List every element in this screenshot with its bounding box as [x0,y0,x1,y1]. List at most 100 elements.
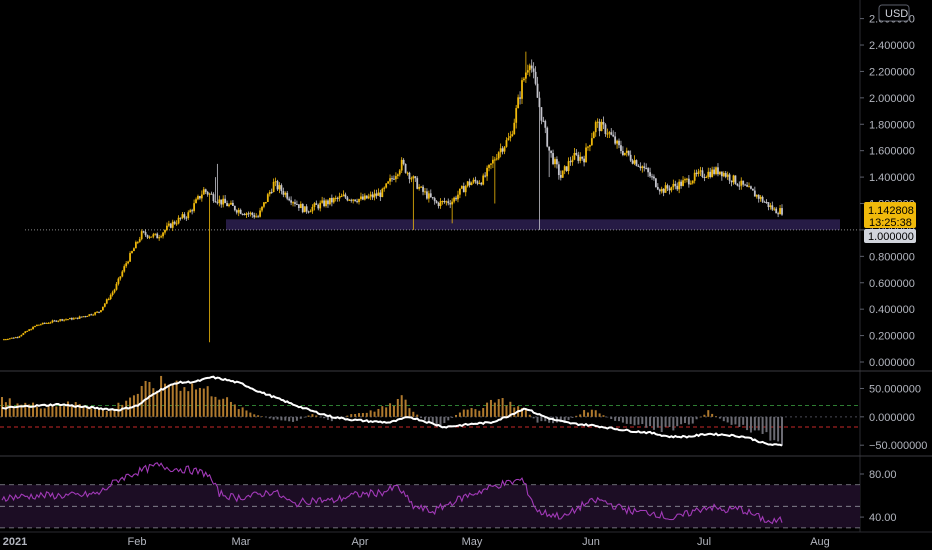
price-tick-label: 0.000000 [869,357,915,369]
macd-histogram-bar [703,414,706,417]
macd-histogram-bar [350,414,353,417]
candle-body [171,221,174,228]
candle-body [239,209,242,214]
candle-body [614,136,617,144]
currency-button[interactable]: USD [878,4,910,22]
macd-histogram-bar [233,404,236,417]
macd-histogram-bar [427,416,430,423]
rsi-band-fill [0,484,860,528]
candle-body [746,184,748,187]
candle-body [193,203,195,211]
macd-histogram-bar [423,416,426,421]
candle-body [59,319,62,321]
macd-histogram-bar [39,408,42,417]
macd-histogram-bar [513,407,516,417]
macd-histogram-bar [358,413,361,417]
candle-body [53,320,56,322]
candle-body [517,97,520,109]
macd-histogram-bar [416,414,419,417]
candle-body [662,188,665,193]
candle-body [402,159,405,164]
candle-body [272,181,275,193]
candle-body [369,194,372,197]
candle-body [396,174,399,177]
candle-body [536,83,539,98]
candle-body [472,179,475,183]
candle-body [488,164,490,168]
macd-histogram-bar [749,416,752,433]
candle-body [571,159,574,163]
macd-histogram-bar [156,390,159,417]
macd-histogram-bar [594,410,597,417]
candle-body [325,200,327,207]
candle-body [340,196,343,198]
candle-body [78,316,81,319]
candle-body [74,317,77,319]
candle-body [697,171,700,174]
macd-histogram-bar [649,416,652,427]
candle-body [427,193,430,199]
macd-histogram-bar [342,416,345,418]
macd-histogram-bar [202,388,205,417]
macd-histogram-bar [74,402,77,417]
candle-body [563,166,566,171]
currency-button-label[interactable]: USD [885,8,908,20]
candle-body [115,283,118,290]
candle-body [387,181,390,184]
candle-body [631,160,634,164]
macd-histogram-bar [672,416,675,431]
macd-histogram-bar [365,412,368,417]
candle-body [103,303,106,307]
macd-histogram-bar [621,416,624,423]
macd-histogram-bar [195,389,198,417]
candle-body [538,97,541,108]
macd-histogram-bar [160,375,163,417]
candle-body [72,318,75,320]
candle-body [187,212,190,218]
candle-body [400,159,403,171]
candle-body [424,191,426,193]
candle-body [649,172,651,177]
macd-histogram-bar [707,410,710,417]
candle-body [480,182,483,185]
candle-body [98,311,100,313]
macd-histogram-bar [268,416,271,419]
macd-histogram-bar [78,403,81,417]
candle-body [515,108,518,123]
candle-body [606,133,609,135]
macd-histogram-bar [280,416,283,421]
candle-body [90,314,93,316]
currency-button-frame[interactable] [878,4,910,22]
candle-body [653,176,655,179]
macd-histogram-bar [746,416,749,431]
candle-body [462,186,465,193]
candle-body [12,337,15,339]
macd-histogram-bar [606,416,609,418]
candle-body [88,314,91,316]
candle-body [164,229,166,233]
candle-body [45,322,48,324]
candle-body [228,204,230,207]
macd-histogram-bar [738,416,741,427]
rsi-tick-label: 40.00 [869,512,897,524]
candle-body [63,319,65,321]
candle-body [24,331,27,334]
macd-histogram-bar [532,416,535,419]
candle-body [765,201,768,203]
candle-body [534,71,537,84]
candle-body [556,159,558,165]
macd-line [1,375,783,447]
candle-body [323,200,325,207]
candle-body [280,185,283,192]
time-tick-label: May [462,536,483,548]
candle-body [732,175,735,183]
candle-body [55,320,58,322]
time-tick-label: Feb [128,536,147,548]
candle-body [371,194,374,198]
candle-body [455,197,457,200]
candle-body [389,178,391,182]
candle-body [96,311,98,313]
candle-body [286,192,289,199]
macd-histogram-bar [633,416,636,426]
